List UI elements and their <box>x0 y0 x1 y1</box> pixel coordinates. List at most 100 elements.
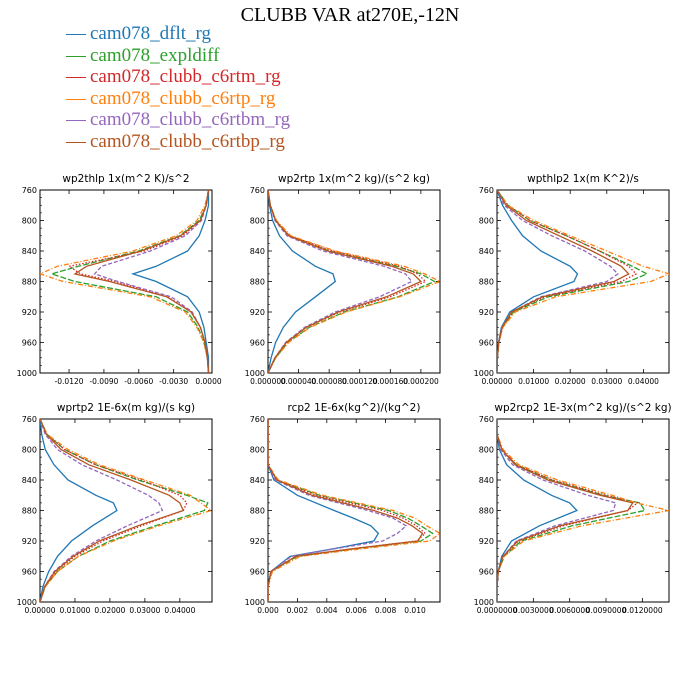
series-line-cam078_expldiff <box>497 419 646 602</box>
x-tick-label: 0.0000000 <box>477 606 518 615</box>
x-tick-label: -0.0090 <box>89 377 118 386</box>
subplot-6: wp2rcp2 1E-3x(m^2 kg)/(s^2 kg)760 800 840 8… <box>474 402 672 615</box>
series-line-cam078_clubb_c6rtp_rg <box>268 190 440 373</box>
series-line-cam078_clubb_c6rtbp_rg <box>497 190 630 373</box>
legend-label: cam078_expldiff <box>90 44 220 66</box>
subplot-5: rcp2 1E-6x(kg^2)/(kg^2) 760 800 840 880 920 96… <box>245 402 441 615</box>
legend-label: cam078_clubb_c6rtbp_rg <box>90 130 285 152</box>
y-tick-label: 760 <box>22 415 37 424</box>
y-tick-label: 1000 <box>474 598 494 607</box>
series-line-cam078_clubb_c6rtm_rg <box>268 190 427 373</box>
x-tick-label: 0.004 <box>316 606 338 615</box>
series-line-cam078_clubb_c6rtp_rg <box>40 419 212 602</box>
series-line-cam078_clubb_c6rtp_rg <box>497 190 669 373</box>
x-tick-label: 0.006 <box>345 606 367 615</box>
x-tick-label: 0.0000 <box>195 377 221 386</box>
y-tick-label: 920 <box>22 308 37 317</box>
legend-label: cam078_clubb_c6rtbm_rg <box>90 109 291 131</box>
y-tick-label: 840 <box>250 247 265 256</box>
y-tick-label: 920 <box>22 537 37 546</box>
y-tick-label: 760 <box>479 186 494 195</box>
series-line-cam078_dflt_rg <box>268 190 337 373</box>
series-line-cam078_clubb_c6rtbm_rg <box>268 190 413 373</box>
series-line-cam078_dflt_rg <box>497 190 579 373</box>
y-tick-label: 880 <box>250 278 265 287</box>
y-tick-label: 800 <box>479 217 494 226</box>
y-tick-label: 960 <box>22 568 37 577</box>
series-line-cam078_clubb_c6rtbp_rg <box>497 419 634 602</box>
series-line-cam078_clubb_c6rtm_rg <box>67 190 210 373</box>
series-line-cam078_clubb_c6rtbm_rg <box>268 419 408 602</box>
x-tick-label: 0.000120 <box>342 377 378 386</box>
x-tick-label: 0.00000 <box>481 377 512 386</box>
plot-frame <box>267 418 441 603</box>
x-tick-label: 0.000000 <box>250 377 286 386</box>
plot-frame <box>39 418 213 603</box>
legend-label: cam078_dflt_rg <box>90 23 212 44</box>
y-tick-label: 840 <box>479 476 494 485</box>
plot-frame <box>267 189 441 374</box>
x-tick-label: 0.04000 <box>164 606 195 615</box>
x-tick-label: 0.008 <box>375 606 397 615</box>
series-line-cam078_dflt_rg <box>497 419 579 602</box>
subplot-3: wpthlp2 1x(m K^2)/s 760 800 840 880 920 960 100… <box>474 173 670 386</box>
y-tick-label: 800 <box>250 446 265 455</box>
x-tick-label: 0.002 <box>287 606 309 615</box>
y-tick-label: 1000 <box>245 369 265 378</box>
x-tick-label: 0.0060000 <box>549 606 590 615</box>
legend-label: cam078_clubb_c6rtm_rg <box>90 66 281 88</box>
y-tick-label: 1000 <box>17 369 37 378</box>
y-tick-label: 760 <box>250 186 265 195</box>
x-tick-label: 0.000160 <box>372 377 408 386</box>
y-tick-label: 880 <box>250 507 265 516</box>
series-line-cam078_expldiff <box>268 419 434 602</box>
y-tick-label: 1000 <box>245 598 265 607</box>
y-tick-label: 920 <box>250 308 265 317</box>
y-tick-label: 880 <box>479 507 494 516</box>
x-tick-label: -0.0060 <box>124 377 153 386</box>
subplot-title: rcp2 1E-6x(kg^2)/(kg^2) <box>288 402 421 414</box>
y-tick-label: 840 <box>22 476 37 485</box>
y-tick-label: 760 <box>479 415 494 424</box>
x-tick-label: 0.010 <box>404 606 426 615</box>
x-tick-label: 0.000080 <box>311 377 347 386</box>
series-line-cam078_expldiff <box>268 190 437 373</box>
x-tick-label: 0.03000 <box>591 377 622 386</box>
legend-swatch <box>66 34 86 35</box>
x-tick-label: -0.0120 <box>55 377 84 386</box>
subplot-title: wp2rtp 1x(m^2 kg)/(s^2 kg) <box>278 173 430 185</box>
figure-title: CLUBB VAR at270E,-12N <box>240 4 460 26</box>
legend-label: cam078_clubb_c6rtp_rg <box>90 87 276 109</box>
subplot-title: wp2thlp 1x(m^2 K)/s^2 <box>62 173 189 185</box>
y-tick-label: 880 <box>22 507 37 516</box>
y-tick-label: 960 <box>479 568 494 577</box>
y-tick-label: 840 <box>250 476 265 485</box>
subplot-title: wpthlp2 1x(m K^2)/s <box>527 173 639 185</box>
subplot-2: wp2rtp 1x(m^2 kg)/(s^2 kg) 760 800 840 880 92… <box>245 173 441 386</box>
legend-swatch <box>66 98 86 100</box>
x-tick-label: 0.0120000 <box>622 606 663 615</box>
series-line-cam078_dflt_rg <box>130 190 210 373</box>
series-line-cam078_clubb_c6rtbm_rg <box>497 190 619 373</box>
y-tick-label: 800 <box>479 446 494 455</box>
series-line-cam078_clubb_c6rtp_rg <box>40 190 210 373</box>
series-line-cam078_dflt_rg <box>268 419 380 602</box>
x-tick-label: 0.000 <box>257 606 279 615</box>
y-tick-label: 760 <box>22 186 37 195</box>
legend-swatch <box>66 120 86 122</box>
legend-swatch <box>66 141 86 143</box>
y-tick-label: 960 <box>250 568 265 577</box>
series-line-cam078_clubb_c6rtm_rg <box>268 419 427 602</box>
y-tick-label: 1000 <box>17 598 37 607</box>
x-tick-label: 0.01000 <box>518 377 549 386</box>
subplot-title: wp2rcp2 1E-3x(m^2 kg)/(s^2 kg) <box>494 402 671 414</box>
y-tick-label: 960 <box>250 339 265 348</box>
y-tick-label: 840 <box>479 247 494 256</box>
series-line-cam078_clubb_c6rtbp_rg <box>40 419 185 602</box>
x-tick-label: 0.000040 <box>281 377 317 386</box>
y-tick-label: 800 <box>22 217 37 226</box>
y-tick-label: 920 <box>250 537 265 546</box>
x-tick-label: 0.02000 <box>94 606 125 615</box>
y-tick-label: 920 <box>479 308 494 317</box>
x-tick-label: 0.03000 <box>129 606 160 615</box>
